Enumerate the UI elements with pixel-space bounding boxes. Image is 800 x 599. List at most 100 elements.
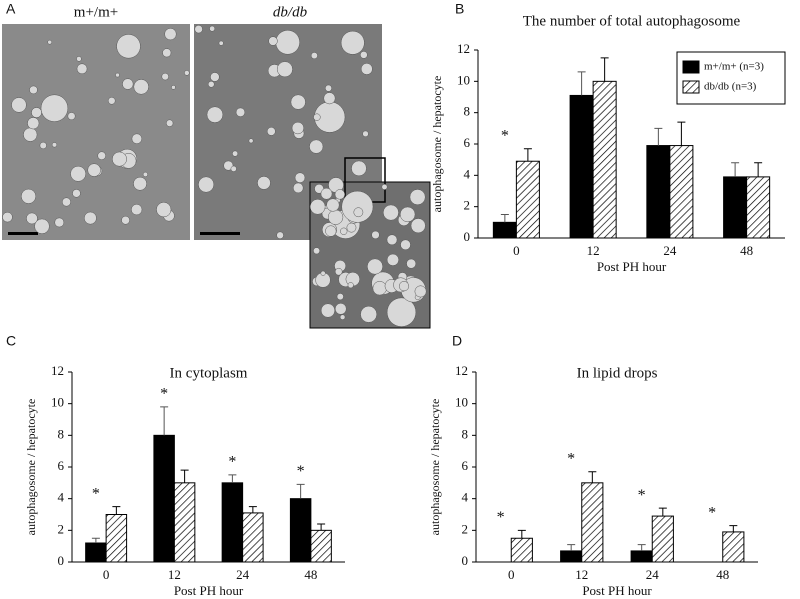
error-bar bbox=[180, 469, 189, 483]
bar bbox=[85, 542, 107, 563]
lipid-droplet bbox=[26, 212, 38, 225]
legend-swatch bbox=[682, 80, 700, 94]
lipid-droplet bbox=[248, 138, 254, 144]
error-bar bbox=[248, 506, 257, 513]
lipid-droplet bbox=[313, 247, 321, 255]
significance-mark: * bbox=[501, 127, 509, 144]
y-tick-label: 2 bbox=[462, 521, 469, 536]
lipid-droplet bbox=[23, 127, 38, 142]
x-tick-label: 24 bbox=[663, 243, 677, 258]
error-bar bbox=[654, 127, 663, 146]
bar bbox=[310, 529, 332, 563]
y-tick-label: 8 bbox=[464, 104, 471, 119]
bar bbox=[153, 434, 175, 563]
x-axis-label: Post PH hour bbox=[174, 583, 244, 598]
lipid-droplet bbox=[339, 314, 346, 320]
y-tick-label: 8 bbox=[58, 426, 65, 441]
lipid-droplet bbox=[29, 85, 38, 95]
lipid-droplet bbox=[309, 139, 324, 154]
lipid-droplet bbox=[292, 182, 304, 194]
lipid-droplet bbox=[360, 51, 368, 59]
y-tick-label: 10 bbox=[51, 395, 64, 410]
x-tick-label: 12 bbox=[168, 567, 181, 582]
lipid-droplet bbox=[51, 142, 58, 148]
lipid-droplet bbox=[47, 39, 53, 45]
lipid-droplet bbox=[360, 63, 373, 75]
lipid-droplet bbox=[27, 117, 40, 130]
lipid-droplet bbox=[406, 258, 417, 269]
lipid-droplet bbox=[268, 36, 278, 46]
lipid-droplet bbox=[334, 267, 343, 276]
x-tick-label: 0 bbox=[513, 243, 520, 258]
y-tick-label: 0 bbox=[58, 553, 65, 568]
x-tick-label: 12 bbox=[575, 567, 588, 582]
lipid-droplet bbox=[166, 119, 174, 127]
y-tick-label: 2 bbox=[58, 521, 65, 536]
bar bbox=[492, 221, 517, 239]
error-bar bbox=[228, 474, 237, 483]
lipid-droplet bbox=[323, 92, 336, 105]
lipid-droplet bbox=[294, 172, 306, 183]
error-bar bbox=[588, 471, 597, 483]
lipid-droplet bbox=[341, 190, 374, 223]
panel-label: D bbox=[452, 333, 462, 349]
bar bbox=[646, 145, 671, 239]
bar bbox=[669, 145, 694, 239]
lipid-droplet bbox=[291, 121, 305, 135]
error-bar bbox=[754, 162, 763, 177]
x-tick-label: 0 bbox=[103, 567, 110, 582]
lipid-droplet bbox=[320, 187, 333, 200]
lipid-droplet bbox=[116, 34, 141, 59]
panel-label: A bbox=[6, 1, 16, 17]
chart-title: The number of total autophagosome bbox=[523, 13, 741, 29]
lipid-droplet bbox=[84, 211, 97, 225]
lipid-droplet bbox=[72, 189, 81, 198]
lipid-droplet bbox=[67, 112, 76, 121]
lipid-droplet bbox=[115, 72, 120, 78]
lipid-droplet bbox=[386, 253, 399, 266]
y-tick-label: 4 bbox=[58, 490, 65, 505]
lipid-droplet bbox=[156, 202, 172, 218]
legend-label: m+/m+ (n=3) bbox=[704, 61, 764, 73]
error-bar bbox=[677, 121, 686, 146]
lipid-droplet bbox=[184, 70, 190, 76]
lipid-droplet bbox=[70, 165, 87, 182]
lipid-droplet bbox=[207, 81, 215, 88]
x-tick-label: 48 bbox=[716, 567, 729, 582]
lipid-droplet bbox=[107, 97, 116, 105]
lipid-droplet bbox=[218, 40, 224, 46]
lipid-droplet bbox=[372, 281, 387, 296]
lipid-droplet bbox=[313, 113, 321, 121]
lipid-droplet bbox=[371, 230, 380, 240]
scale-bar bbox=[8, 232, 38, 235]
lipid-droplet bbox=[310, 52, 318, 60]
y-tick-label: 12 bbox=[457, 41, 470, 56]
lipid-droplet bbox=[351, 160, 367, 177]
lipid-droplet bbox=[367, 258, 383, 275]
significance-mark: * bbox=[708, 504, 716, 521]
lipid-droplet bbox=[325, 84, 332, 92]
lipid-droplet bbox=[161, 72, 169, 81]
lipid-droplet bbox=[112, 151, 127, 167]
x-axis-label: Post PH hour bbox=[597, 259, 667, 274]
lipid-droplet bbox=[2, 211, 13, 223]
y-tick-label: 0 bbox=[464, 229, 471, 244]
legend-swatch bbox=[682, 60, 700, 74]
lipid-droplet bbox=[410, 218, 426, 234]
lipid-droplet bbox=[381, 183, 388, 190]
error-bar bbox=[600, 57, 609, 82]
lipid-droplet bbox=[309, 199, 326, 215]
lipid-droplet bbox=[362, 130, 369, 137]
bar bbox=[221, 482, 244, 563]
lipid-droplet bbox=[230, 165, 237, 172]
lipid-droplet bbox=[386, 297, 417, 327]
lipid-droplet bbox=[340, 227, 348, 235]
scale-bar bbox=[200, 232, 240, 235]
lipid-droplet bbox=[326, 198, 340, 212]
error-bar bbox=[637, 544, 646, 551]
lipid-droplet bbox=[54, 217, 65, 228]
error-bar bbox=[500, 214, 509, 223]
lipid-droplet bbox=[275, 30, 300, 55]
y-tick-label: 0 bbox=[462, 553, 469, 568]
